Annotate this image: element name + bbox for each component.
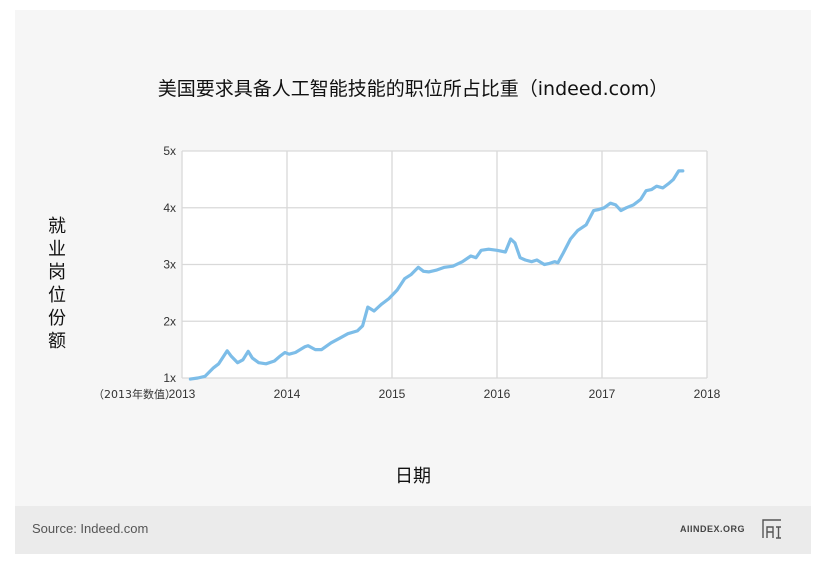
x-tick-label: 2014	[274, 387, 301, 401]
y-axis-label: 就业岗位份额	[45, 215, 69, 353]
aiindex-logo-icon[interactable]	[761, 518, 783, 540]
x-axis-label: 日期	[395, 466, 431, 487]
y-axis-label-char: 位	[48, 285, 66, 306]
y-tick-label: 5x	[163, 144, 176, 158]
x-tick-label: 2015	[379, 387, 406, 401]
brand-text[interactable]: AIINDEX.ORG	[679, 524, 745, 534]
y-baseline-note: （2013年数值）	[93, 387, 176, 401]
y-axis-label-char: 额	[48, 331, 66, 352]
y-axis-label-char: 就	[48, 216, 66, 237]
y-tick-label: 2x	[163, 314, 176, 328]
chart-plot: 2013 2014 2015 2016 2017 2018 1x 2x 3x 4x 5x （2013年…	[93, 144, 721, 401]
chart-card: 美国要求具备人工智能技能的职位所占比重（indeed.com） 2013 2014…	[15, 10, 811, 554]
y-axis-label-char: 份	[48, 308, 66, 329]
y-axis-label-char: 业	[48, 239, 66, 260]
x-tick-label: 2013	[169, 387, 196, 401]
y-axis-label-char: 岗	[48, 262, 66, 283]
y-tick-label: 1x	[163, 371, 176, 385]
x-tick-label: 2016	[484, 387, 511, 401]
footer-bar: Source: Indeed.com AIINDEX.ORG	[15, 506, 811, 554]
x-tick-label: 2018	[694, 387, 721, 401]
x-tick-label: 2017	[589, 387, 616, 401]
series-line	[188, 169, 685, 381]
source-text: Source: Indeed.com	[32, 521, 149, 536]
y-tick-label: 4x	[163, 201, 176, 215]
y-tick-label: 3x	[163, 258, 176, 272]
chart-title: 美国要求具备人工智能技能的职位所占比重（indeed.com）	[157, 78, 669, 100]
